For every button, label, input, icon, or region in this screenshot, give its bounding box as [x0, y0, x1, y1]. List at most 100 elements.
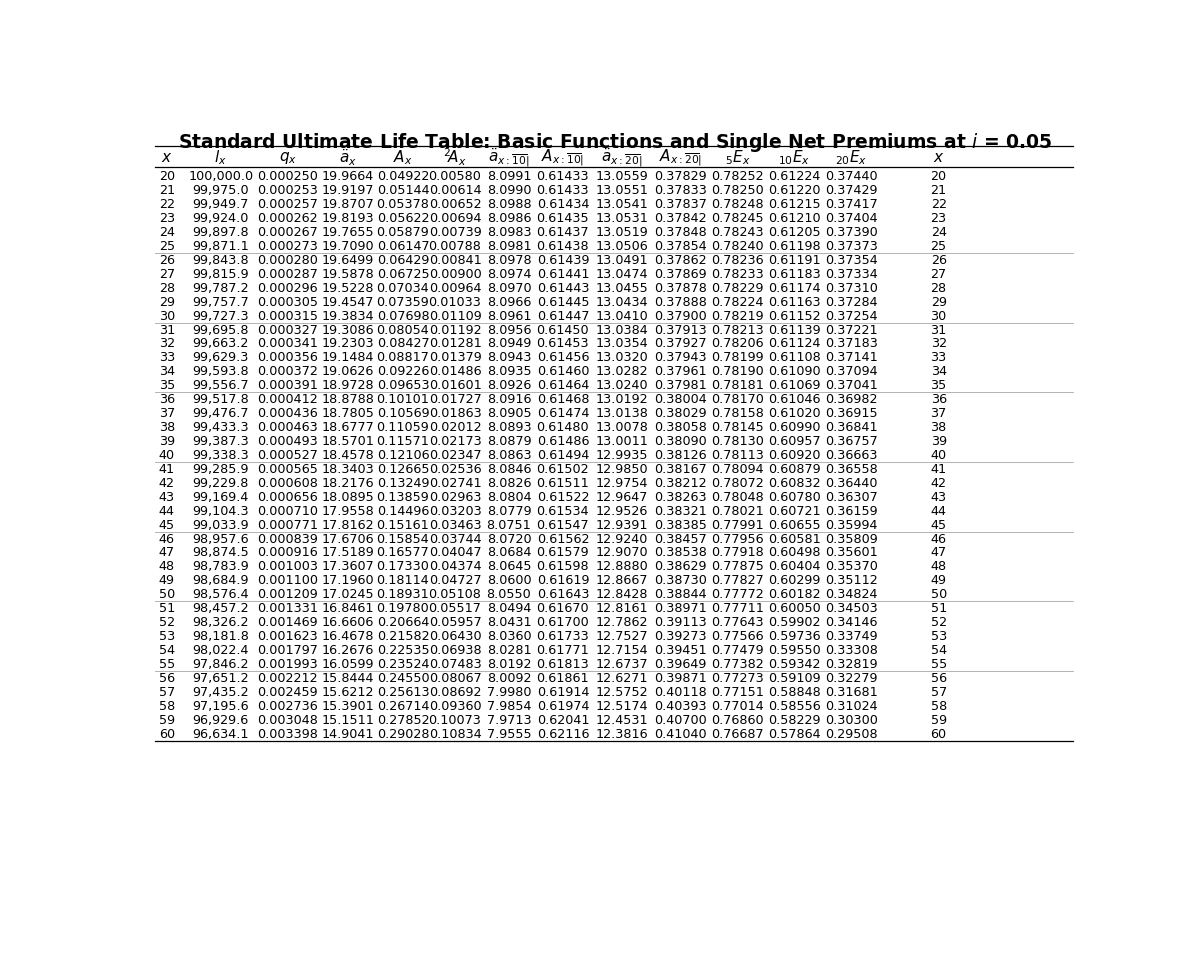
Text: 8.0494: 8.0494	[487, 603, 532, 615]
Text: 0.05378: 0.05378	[377, 198, 430, 211]
Text: 12.6737: 12.6737	[595, 658, 648, 671]
Text: 8.0981: 8.0981	[487, 240, 532, 253]
Text: 0.78190: 0.78190	[712, 366, 764, 378]
Text: 0.61445: 0.61445	[536, 296, 589, 308]
Text: 0.05622: 0.05622	[377, 212, 430, 225]
Text: 13.0506: 13.0506	[595, 240, 648, 253]
Text: 13.0138: 13.0138	[595, 407, 648, 420]
Text: 0.38263: 0.38263	[654, 491, 707, 503]
Text: 12.8667: 12.8667	[595, 574, 648, 587]
Text: 0.00694: 0.00694	[428, 212, 481, 225]
Text: 0.10101: 0.10101	[377, 393, 430, 406]
Text: 0.37404: 0.37404	[824, 212, 877, 225]
Text: 20: 20	[158, 170, 175, 183]
Text: 0.61474: 0.61474	[536, 407, 589, 420]
Text: 0.32279: 0.32279	[824, 672, 877, 685]
Text: 0.37417: 0.37417	[824, 198, 877, 211]
Text: 13.0320: 13.0320	[595, 351, 648, 365]
Text: 99,229.8: 99,229.8	[192, 477, 248, 490]
Text: 0.06430: 0.06430	[428, 630, 481, 643]
Text: 0.59736: 0.59736	[768, 630, 821, 643]
Text: 45: 45	[930, 519, 947, 532]
Text: 0.001993: 0.001993	[257, 658, 318, 671]
Text: 57: 57	[930, 686, 947, 699]
Text: 12.7862: 12.7862	[595, 616, 648, 629]
Text: 0.37829: 0.37829	[654, 170, 707, 183]
Text: 0.00739: 0.00739	[428, 226, 481, 239]
Text: 19.7090: 19.7090	[322, 240, 374, 253]
Text: 0.37183: 0.37183	[824, 337, 877, 350]
Text: 12.9647: 12.9647	[595, 491, 648, 503]
Text: 45: 45	[158, 519, 175, 532]
Text: 0.37354: 0.37354	[824, 254, 877, 266]
Text: 16.6606: 16.6606	[322, 616, 374, 629]
Text: 18.3403: 18.3403	[322, 463, 374, 476]
Text: 99,104.3: 99,104.3	[192, 504, 248, 518]
Text: 0.61771: 0.61771	[536, 644, 589, 657]
Text: 0.61562: 0.61562	[536, 533, 589, 545]
Text: 0.001469: 0.001469	[257, 616, 318, 629]
Text: 0.60404: 0.60404	[768, 561, 821, 573]
Text: 53: 53	[930, 630, 947, 643]
Text: 0.35112: 0.35112	[824, 574, 877, 587]
Text: 8.0974: 8.0974	[487, 267, 532, 281]
Text: 0.06725: 0.06725	[377, 267, 430, 281]
Text: 26: 26	[931, 254, 947, 266]
Text: 0.78048: 0.78048	[712, 491, 764, 503]
Text: 0.40393: 0.40393	[654, 700, 707, 712]
Text: 0.59109: 0.59109	[768, 672, 821, 685]
Text: 0.02963: 0.02963	[428, 491, 481, 503]
Text: 0.37862: 0.37862	[654, 254, 707, 266]
Text: 0.00788: 0.00788	[428, 240, 481, 253]
Text: 0.37094: 0.37094	[824, 366, 877, 378]
Text: 0.36757: 0.36757	[824, 435, 877, 448]
Text: 22: 22	[931, 198, 947, 211]
Text: 0.37943: 0.37943	[654, 351, 707, 365]
Text: 39: 39	[930, 435, 947, 448]
Text: 0.001100: 0.001100	[257, 574, 318, 587]
Text: 0.61220: 0.61220	[768, 184, 821, 197]
Text: 0.60721: 0.60721	[768, 504, 821, 518]
Text: 0.78229: 0.78229	[712, 282, 764, 295]
Text: 33: 33	[930, 351, 947, 365]
Text: 0.06147: 0.06147	[377, 240, 430, 253]
Text: 12.8161: 12.8161	[595, 603, 648, 615]
Text: $_5E_x$: $_5E_x$	[725, 148, 750, 167]
Text: 0.03744: 0.03744	[428, 533, 481, 545]
Text: 48: 48	[930, 561, 947, 573]
Text: 0.000327: 0.000327	[257, 324, 318, 336]
Text: 0.61198: 0.61198	[768, 240, 821, 253]
Text: 12.9850: 12.9850	[595, 463, 648, 476]
Text: 0.09226: 0.09226	[377, 366, 430, 378]
Text: 13.0531: 13.0531	[595, 212, 648, 225]
Text: 0.61435: 0.61435	[536, 212, 589, 225]
Text: 0.25613: 0.25613	[377, 686, 430, 699]
Text: 0.002736: 0.002736	[257, 700, 318, 712]
Text: 0.37900: 0.37900	[654, 309, 707, 323]
Text: 0.61447: 0.61447	[536, 309, 589, 323]
Text: 31: 31	[930, 324, 947, 336]
Text: 8.0905: 8.0905	[487, 407, 532, 420]
Text: 97,651.2: 97,651.2	[192, 672, 248, 685]
Text: 38: 38	[930, 421, 947, 435]
Text: 0.61020: 0.61020	[768, 407, 821, 420]
Text: 0.34146: 0.34146	[824, 616, 877, 629]
Text: 0.40700: 0.40700	[654, 713, 707, 727]
Text: 0.10834: 0.10834	[428, 728, 481, 741]
Text: 0.000391: 0.000391	[257, 379, 318, 393]
Text: 0.29508: 0.29508	[824, 728, 877, 741]
Text: 51: 51	[158, 603, 175, 615]
Text: 13.0354: 13.0354	[595, 337, 648, 350]
Text: 98,957.6: 98,957.6	[192, 533, 248, 545]
Text: 0.37842: 0.37842	[654, 212, 707, 225]
Text: 40: 40	[158, 449, 175, 462]
Text: 0.61619: 0.61619	[536, 574, 589, 587]
Text: 0.34824: 0.34824	[824, 588, 877, 602]
Text: 0.60050: 0.60050	[768, 603, 821, 615]
Text: 98,783.9: 98,783.9	[192, 561, 250, 573]
Text: 33: 33	[158, 351, 175, 365]
Text: 8.0804: 8.0804	[487, 491, 532, 503]
Text: 99,629.3: 99,629.3	[192, 351, 248, 365]
Text: 47: 47	[158, 546, 175, 560]
Text: 13.0434: 13.0434	[595, 296, 648, 308]
